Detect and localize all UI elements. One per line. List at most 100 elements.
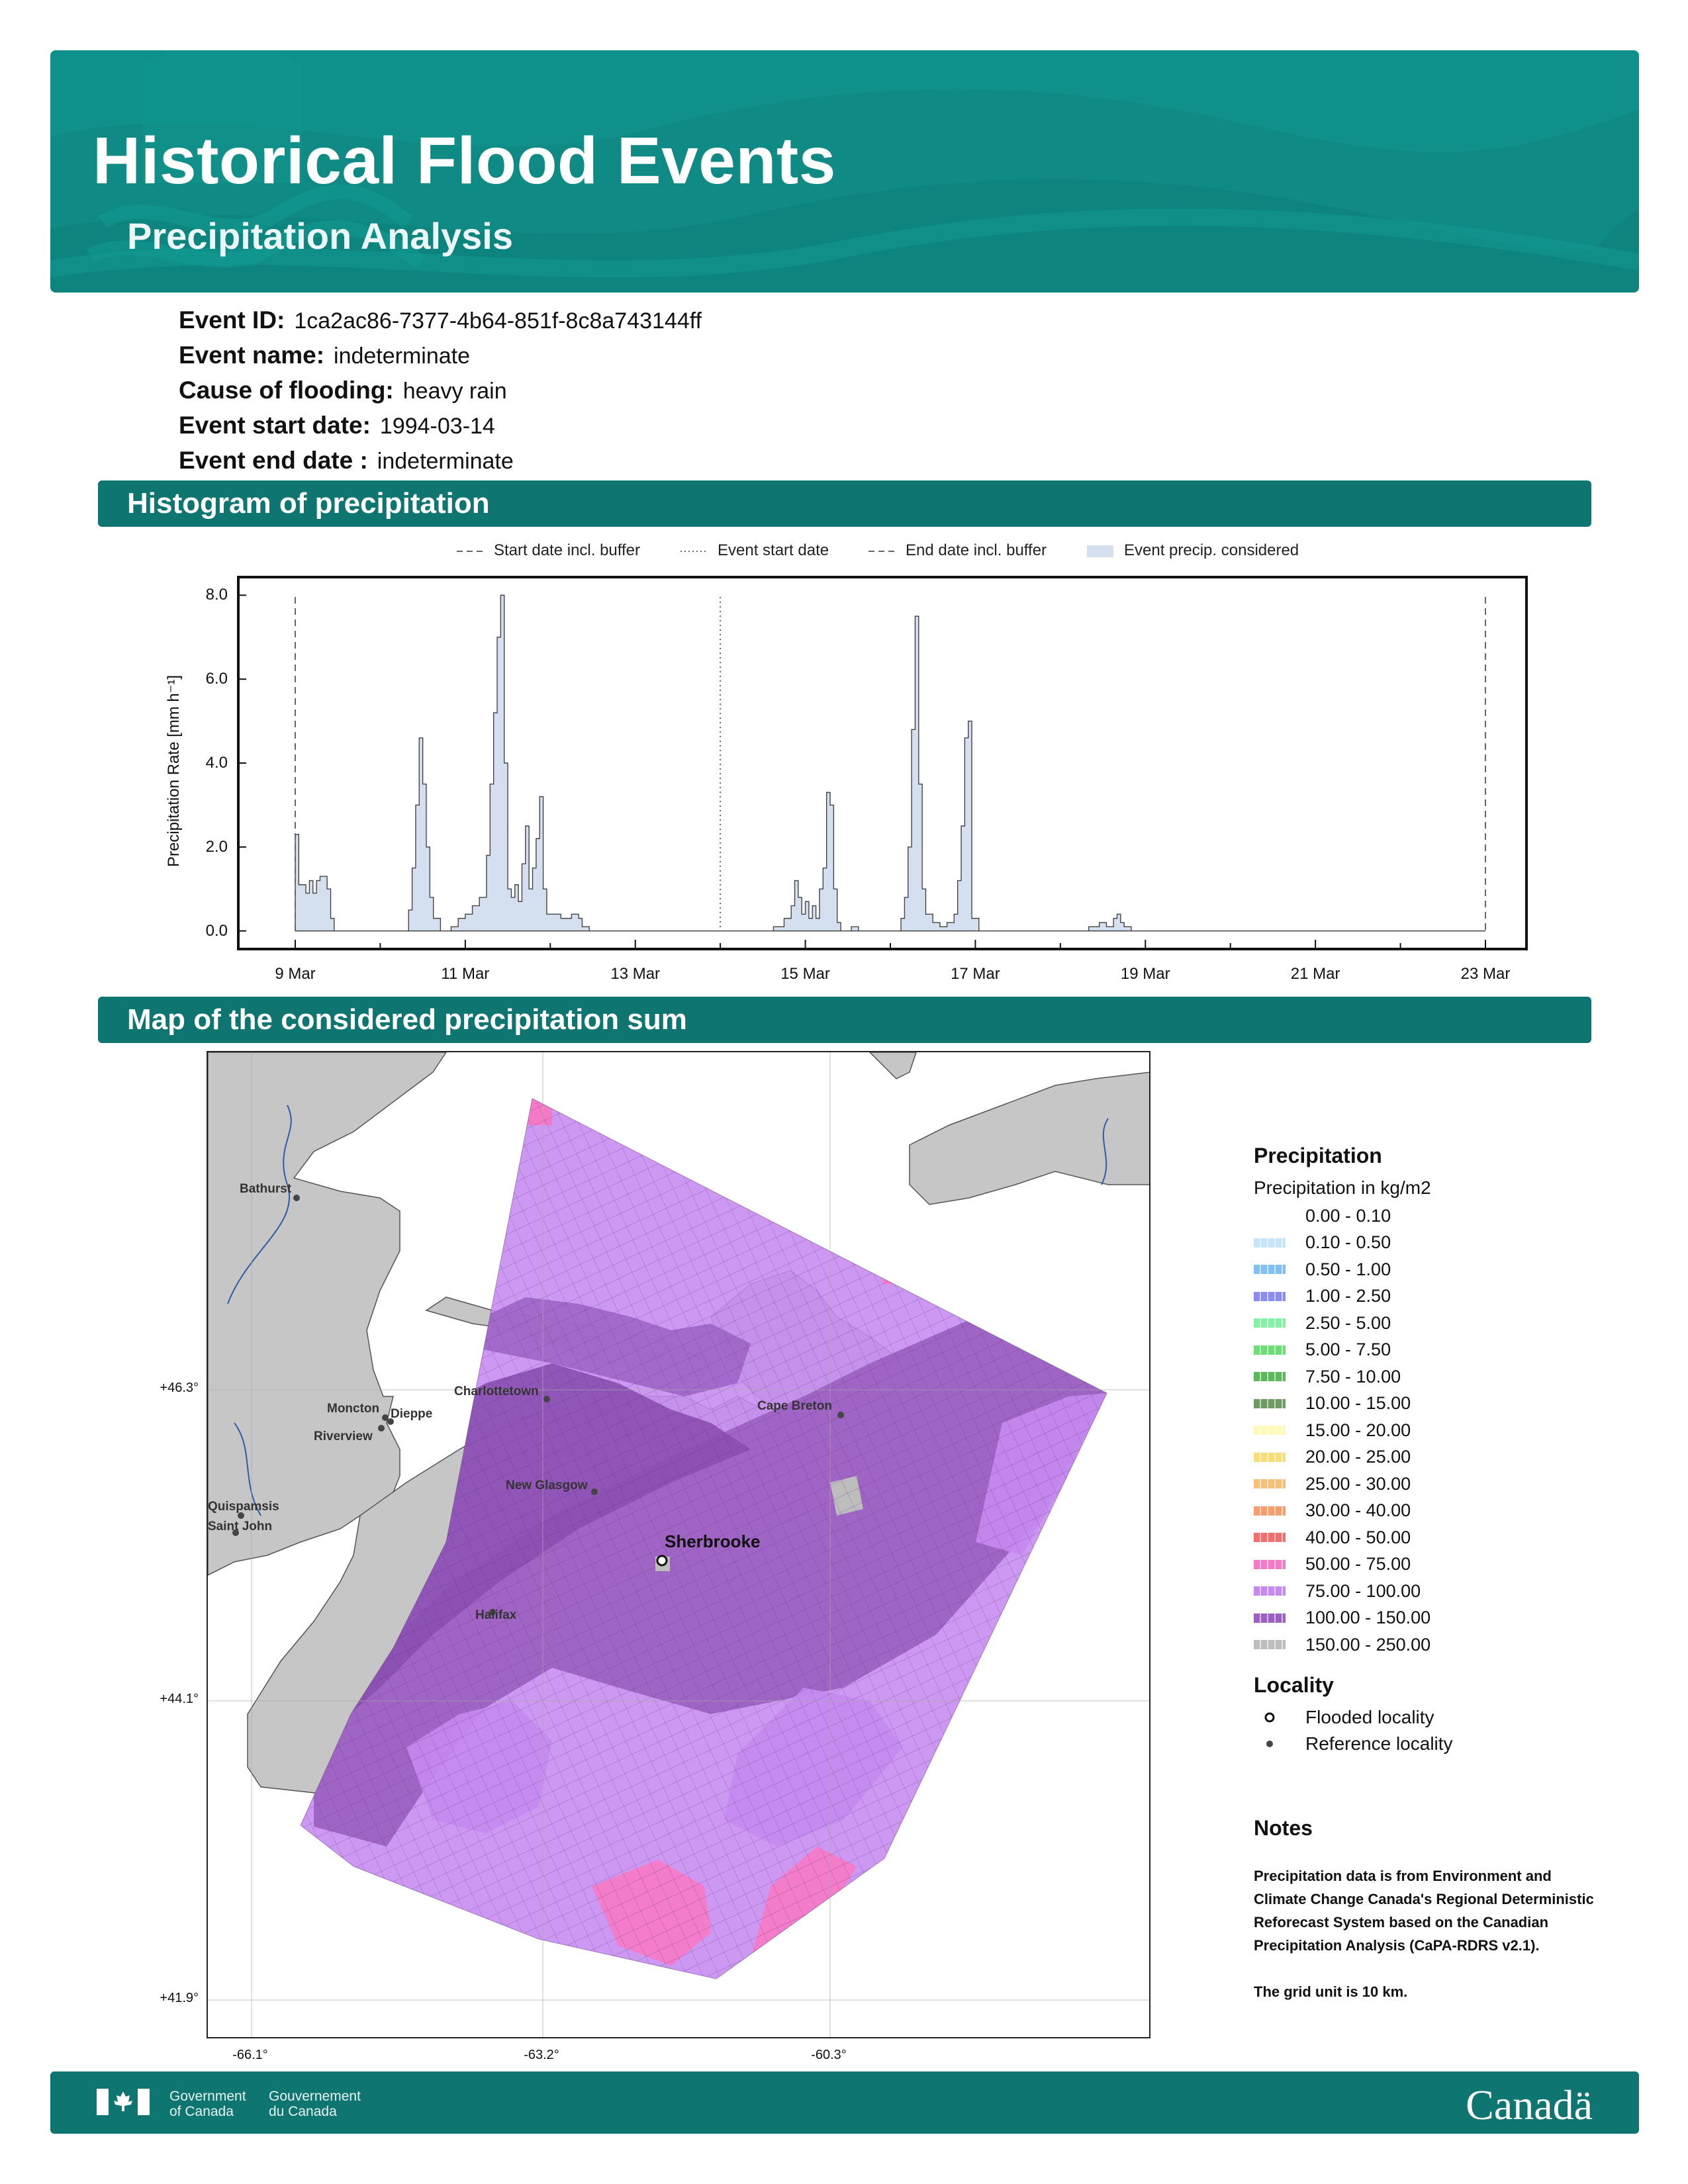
legend-class-item: 150.00 - 250.00	[1254, 1631, 1611, 1659]
legend-swatch	[1254, 1291, 1286, 1301]
legend-swatch	[1254, 1640, 1286, 1650]
x-tick-label: 17 Mar	[951, 965, 1000, 983]
legend-swatch	[1254, 1586, 1286, 1596]
legend-swatch	[1254, 1372, 1286, 1382]
legend-class-label: 150.00 - 250.00	[1305, 1634, 1431, 1655]
legend-swatch	[1254, 1211, 1286, 1220]
locality-saint-john: Saint John	[208, 1520, 272, 1536]
legend-class-item: 15.00 - 20.00	[1254, 1417, 1611, 1444]
svg-text:Moncton: Moncton	[327, 1402, 379, 1416]
legend-swatch	[1254, 1318, 1286, 1328]
legend-class-label: 25.00 - 30.00	[1305, 1473, 1411, 1494]
legend-swatch	[1254, 1398, 1286, 1408]
header-banner: Historical Flood Events Precipitation An…	[50, 50, 1639, 293]
notes-title: Notes	[1254, 1816, 1313, 1840]
legend-event-precip: Event precip. considered	[1087, 541, 1299, 560]
wave-decoration	[50, 50, 1639, 293]
dot-icon	[1266, 1740, 1273, 1747]
land-gaspe	[868, 1052, 917, 1079]
start-date-label: Event start date:	[179, 412, 371, 439]
page-subtitle: Precipitation Analysis	[127, 215, 513, 257]
legend-class-label: 50.00 - 75.00	[1305, 1554, 1411, 1574]
locality-halifax: Halifax	[475, 1608, 517, 1622]
svg-text:Quispamsis: Quispamsis	[208, 1500, 279, 1514]
canada-flag-icon	[97, 2089, 150, 2115]
x-tick-label: 23 Mar	[1460, 965, 1511, 983]
notes-text-source: Precipitation data is from Environment a…	[1254, 1868, 1594, 1954]
x-tick-label: 15 Mar	[780, 965, 830, 983]
legend-event-precip-label: Event precip. considered	[1124, 541, 1299, 559]
legend-class-item: 0.10 - 0.50	[1254, 1230, 1611, 1257]
locality-title: Locality	[1254, 1672, 1334, 1697]
gov-fr: Gouvernement du Canada	[269, 2089, 361, 2119]
lat-label-44-1: +44.1°	[160, 1692, 199, 1706]
svg-text:Halifax: Halifax	[475, 1608, 517, 1622]
precipitation-map: Bathurst Charlottetown Moncton Dieppe Ri…	[207, 1051, 1150, 2038]
svg-text:New Glasgow: New Glasgow	[506, 1479, 588, 1492]
legend-class-label: 2.50 - 5.00	[1305, 1312, 1391, 1333]
gov-en-line2: of Canada	[169, 2104, 234, 2119]
cause-value: heavy rain	[402, 379, 507, 404]
y-tick-label: 2.0	[205, 837, 228, 856]
map-legend: Precipitation Precipitation in kg/m2 0.0…	[1254, 1144, 1611, 1757]
event-name-label: Event name:	[179, 341, 325, 369]
lat-label-46-3: +46.3°	[160, 1381, 199, 1395]
svg-text:Cape Breton: Cape Breton	[757, 1399, 832, 1413]
lon-label-63-2: -63.2°	[524, 2048, 559, 2062]
open-circle-icon	[1264, 1712, 1275, 1722]
canada-wordmark: Canadä	[1466, 2081, 1593, 2128]
legend-class-label: 7.50 - 10.00	[1305, 1366, 1401, 1387]
legend-class-label: 10.00 - 15.00	[1305, 1393, 1411, 1414]
svg-text:Charlottetown: Charlottetown	[454, 1385, 539, 1398]
event-name-value: indeterminate	[334, 343, 471, 369]
legend-class-label: 15.00 - 20.00	[1305, 1420, 1411, 1440]
land-newfoundland	[909, 1071, 1149, 1205]
legend-class-label: 100.00 - 150.00	[1305, 1608, 1431, 1628]
legend-end-buffer-label: End date incl. buffer	[906, 541, 1047, 559]
legend-class-item: 40.00 - 50.00	[1254, 1524, 1611, 1551]
legend-class-item: 25.00 - 30.00	[1254, 1471, 1611, 1498]
histogram-section-header: Histogram of precipitation	[98, 480, 1591, 527]
event-id-row: Event ID: 1ca2ac86-7377-4b64-851f-8c8a743…	[179, 303, 702, 338]
legend-swatch	[1254, 1506, 1286, 1516]
legend-class-item: 1.00 - 2.50	[1254, 1283, 1611, 1310]
map-section-header: Map of the considered precipitation sum	[98, 997, 1591, 1043]
dashed-line-icon	[868, 550, 895, 552]
x-tick-label: 13 Mar	[610, 965, 661, 983]
legend-swatch	[1254, 1265, 1286, 1275]
event-name-row: Event name: indeterminate	[179, 338, 702, 373]
legend-class-item: 100.00 - 150.00	[1254, 1605, 1611, 1632]
legend-class-label: 1.00 - 2.50	[1305, 1286, 1391, 1306]
page-title: Historical Flood Events	[93, 124, 836, 198]
end-date-label: Event end date :	[179, 447, 368, 474]
legend-class-label: 0.50 - 1.00	[1305, 1259, 1391, 1279]
gov-en: Government of Canada	[169, 2089, 246, 2119]
legend-reference-locality: Reference locality	[1254, 1731, 1611, 1757]
start-date-row: Event start date: 1994-03-14	[179, 408, 702, 443]
legend-class-item: 50.00 - 75.00	[1254, 1551, 1611, 1578]
legend-swatch	[1254, 1479, 1286, 1489]
locality-sherbrooke: Sherbrooke	[655, 1531, 761, 1571]
notes: Notes Precipitation data is from Environ…	[1254, 1816, 1598, 2003]
legend-reference-label: Reference locality	[1305, 1733, 1453, 1754]
legend-event-start-label: Event start date	[718, 541, 829, 559]
legend-swatch	[1254, 1613, 1286, 1623]
cause-row: Cause of flooding: heavy rain	[179, 373, 702, 408]
lat-label-41-9: +41.9°	[160, 1991, 199, 2005]
locality-bathurst: Bathurst	[240, 1182, 300, 1201]
legend-class-item: 0.50 - 1.00	[1254, 1256, 1611, 1283]
legend-class-label: 0.10 - 0.50	[1305, 1232, 1391, 1253]
legend-start-buffer-label: Start date incl. buffer	[494, 541, 641, 559]
y-axis-label: Precipitation Rate [mm h⁻¹]	[165, 674, 183, 867]
legend-swatch	[1254, 1426, 1286, 1435]
histogram-svg	[240, 594, 1486, 948]
svg-text:Dieppe: Dieppe	[391, 1407, 432, 1421]
legend-swatch	[1254, 1559, 1286, 1569]
legend-class-item: 30.00 - 40.00	[1254, 1498, 1611, 1525]
locality-dieppe: Dieppe	[387, 1407, 432, 1425]
locality-moncton: Moncton	[327, 1402, 389, 1421]
legend-event-start: Event start date	[680, 541, 829, 560]
legend-class-item: 2.50 - 5.00	[1254, 1310, 1611, 1337]
x-tick-label: 19 Mar	[1120, 965, 1170, 983]
event-info: Event ID: 1ca2ac86-7377-4b64-851f-8c8a743…	[179, 303, 702, 478]
